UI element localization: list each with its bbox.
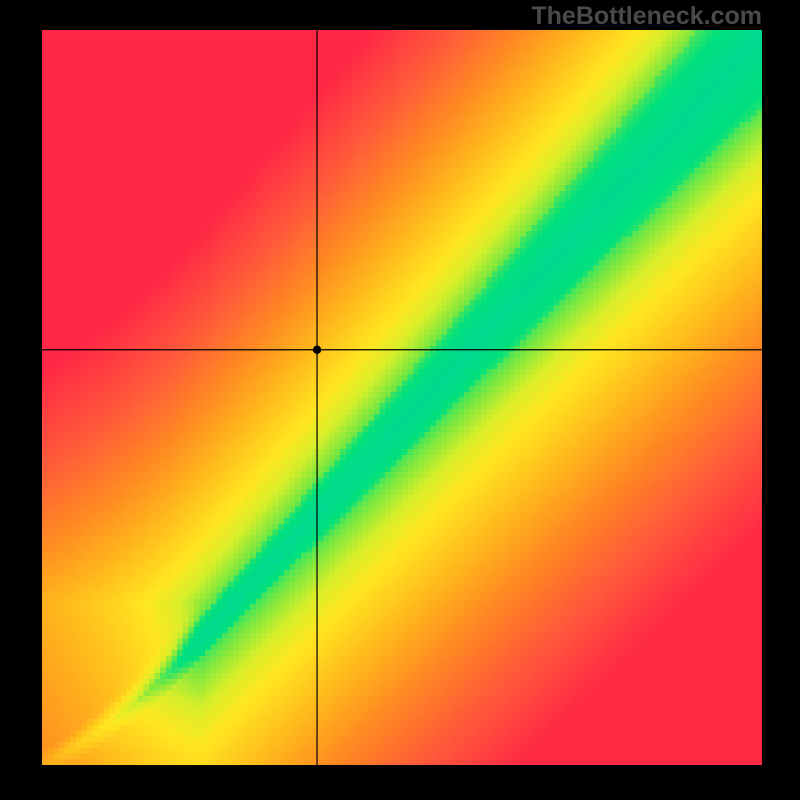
chart-container: TheBottleneck.com bbox=[0, 0, 800, 800]
watermark-text: TheBottleneck.com bbox=[531, 2, 762, 31]
bottleneck-heatmap bbox=[42, 30, 762, 765]
